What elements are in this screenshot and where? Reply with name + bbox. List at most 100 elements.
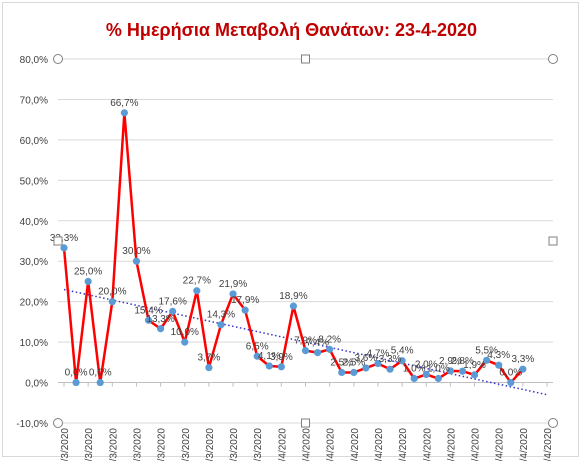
resize-handle[interactable] <box>53 236 63 246</box>
data-label: 2,8% <box>451 356 474 367</box>
data-point <box>277 363 285 371</box>
data-point <box>157 325 165 333</box>
data-point <box>350 368 358 377</box>
data-point <box>217 321 225 329</box>
x-tick-label: 12/4/2020 <box>398 428 409 461</box>
x-tick-label: 25/3/2020 <box>181 428 192 461</box>
x-tick-label: 18/4/2020 <box>471 428 482 461</box>
data-label: 17,6% <box>158 296 186 307</box>
data-label: 1,9% <box>463 360 486 371</box>
resize-handle[interactable] <box>548 418 558 428</box>
chart-title: % Ημερήσια Μεταβολή Θανάτων: 23-4-2020 <box>105 20 478 40</box>
data-label: 5,5% <box>475 345 498 356</box>
data-label: 2,0% <box>415 359 438 370</box>
x-tick-label: 8/4/2020 <box>350 428 361 461</box>
x-tick-label: 20/4/2020 <box>495 428 506 461</box>
data-label: 33,3% <box>50 233 78 244</box>
resize-handle[interactable] <box>548 236 558 246</box>
data-point <box>507 378 515 387</box>
x-tick-label: 6/4/2020 <box>326 428 337 461</box>
y-tick-label: 10,0% <box>20 338 48 349</box>
data-point <box>313 349 322 357</box>
chart-area[interactable] <box>2 2 579 457</box>
data-point <box>458 367 467 375</box>
resize-handle[interactable] <box>301 418 310 428</box>
data-label: 0,0% <box>65 368 88 379</box>
data-label: 3,6% <box>354 353 377 364</box>
x-tick-label: 2/4/2020 <box>277 428 288 461</box>
data-label: 0,0% <box>89 368 112 379</box>
x-tick-label: 17/3/2020 <box>84 428 95 461</box>
y-tick-label: 40,0% <box>20 217 48 228</box>
data-point <box>169 307 177 315</box>
data-point <box>470 371 479 379</box>
data-point <box>362 364 370 372</box>
data-label: 22,7% <box>183 276 211 287</box>
x-tick-label: 23/3/2020 <box>157 428 168 461</box>
data-point <box>410 374 418 383</box>
data-point <box>132 257 141 265</box>
data-label: 13,3% <box>146 314 174 325</box>
data-point <box>374 359 382 368</box>
y-tick-label: 60,0% <box>20 136 48 147</box>
data-label: 8,2% <box>318 334 341 345</box>
axes: -10,0% 0,0% 10,0% 20,0% 30,0% 40,0% 50,0% 60,0%… <box>16 55 554 461</box>
data-point <box>60 244 68 252</box>
resize-handle[interactable] <box>53 418 63 428</box>
resize-handle[interactable] <box>301 54 310 64</box>
y-tick-label: 0,0% <box>25 379 48 390</box>
data-point <box>96 378 104 387</box>
x-tick-label: 10/4/2020 <box>374 428 385 461</box>
y-tick-label: 70,0% <box>20 95 48 106</box>
data-point <box>120 109 128 117</box>
selection-handles[interactable] <box>53 54 558 428</box>
x-tick-label: 15/3/2020 <box>60 428 71 461</box>
data-label: 21,9% <box>219 279 247 290</box>
data-label: 14,3% <box>207 310 235 321</box>
x-tick-label: 27/3/2020 <box>205 428 216 461</box>
x-tick-label: 22/4/2020 <box>519 428 530 461</box>
data-label: 0,0% <box>499 368 522 379</box>
y-tick-label: 80,0% <box>20 55 48 66</box>
data-point <box>326 345 334 353</box>
data-label: 2,5% <box>330 357 353 368</box>
data-label: 66,7% <box>110 98 138 109</box>
data-point <box>265 362 273 370</box>
data-label: 3,7% <box>198 353 221 364</box>
data-label: 4,3% <box>487 350 510 361</box>
data-point <box>84 277 92 286</box>
data-label: 10,0% <box>171 327 199 338</box>
x-tick-label: 4/4/2020 <box>302 428 313 461</box>
y-tick-label: 30,0% <box>20 257 48 268</box>
data-point <box>72 378 80 387</box>
x-tick-label: 31/3/2020 <box>253 428 264 461</box>
x-tick-label: 24/4/2020 <box>543 428 554 461</box>
data-label: 7,4% <box>306 338 329 349</box>
data-point <box>495 361 503 369</box>
series-markers <box>60 109 527 387</box>
x-tick-label: 21/3/2020 <box>132 428 143 461</box>
data-point <box>205 363 213 372</box>
data-label: 25,0% <box>74 266 102 277</box>
data-point <box>338 368 346 377</box>
data-label: 6,5% <box>246 341 269 352</box>
data-point <box>144 316 153 324</box>
data-label: 4,1% <box>258 351 281 362</box>
data-point <box>289 302 298 310</box>
data-label: 2,9% <box>439 356 462 367</box>
data-label: 5,4% <box>391 346 414 357</box>
data-labels: 33,3% 0,0% 25,0% 0,0% 20,0% 66,7% 30,0% 15,4%13… <box>50 98 535 379</box>
x-tick-label: 14/4/2020 <box>422 428 433 461</box>
data-label: 3,3% <box>379 354 402 365</box>
data-point <box>108 298 116 306</box>
y-tick-label: 50,0% <box>20 176 48 187</box>
resize-handle[interactable] <box>548 54 558 64</box>
data-point <box>301 347 310 355</box>
data-point <box>519 365 527 373</box>
data-point <box>253 352 261 360</box>
resize-handle[interactable] <box>53 54 63 64</box>
data-label: 7,9% <box>294 336 317 347</box>
data-label: 3,9% <box>270 352 293 363</box>
data-label: 20,0% <box>98 287 126 298</box>
